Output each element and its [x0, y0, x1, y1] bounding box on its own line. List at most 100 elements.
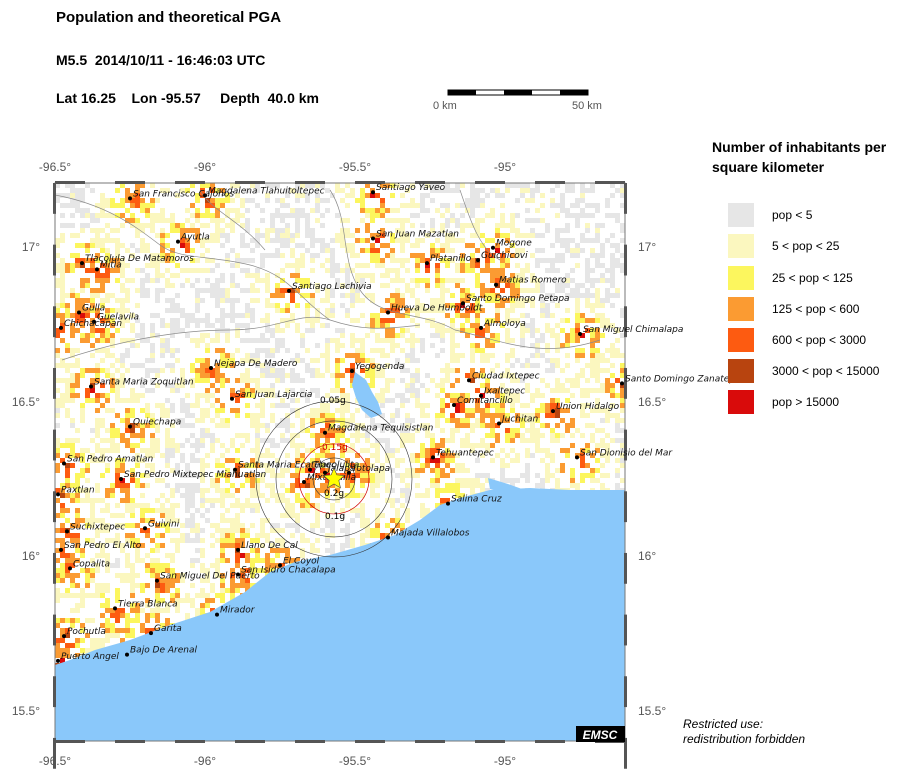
city-marker: Majada Villalobos [386, 529, 470, 540]
city-label: Santa Maria Ecatepec [238, 461, 336, 471]
city-label: San Juan Lajarcia [235, 390, 312, 400]
city-marker: San Juan Lajarcia [230, 390, 312, 401]
city-label: Magdalena Tequisistlan [328, 424, 434, 434]
event-info: M5.5 2014/10/11 - 16:46:03 UTC [56, 52, 266, 68]
city-marker: Garita [149, 624, 182, 636]
legend-item: pop < 5 [728, 203, 812, 227]
pga-label-01: 0.1g [325, 512, 345, 522]
city-marker: San Francisco Cajonos [128, 189, 234, 201]
pga-contour-01 [275, 420, 393, 538]
city-label: Magdalena Tlahuitoltepec [208, 186, 325, 196]
legend-swatch [728, 297, 754, 321]
legend-item: 3000 < pop < 15000 [728, 359, 879, 383]
lon-tick-bottom: -95.5° [339, 754, 371, 768]
city-dot-icon [302, 480, 306, 485]
laguna-tequisistlan [352, 372, 382, 418]
pga-label-015: 0.15g [322, 443, 348, 453]
city-label: Paxtlan [61, 485, 95, 495]
city-label: Bajo De Arenal [130, 646, 197, 656]
city-marker: Comitancillo [452, 396, 513, 407]
city-label: Ixaltepec [484, 387, 525, 397]
city-dot-icon [113, 606, 117, 611]
city-marker: Mogone [491, 239, 532, 250]
lat-tick-right: 15.5° [638, 704, 666, 718]
city-label: Mitla [100, 260, 122, 270]
city-dot-icon [155, 578, 159, 583]
city-dot-icon [149, 631, 153, 636]
city-dot-icon [77, 310, 81, 315]
usage-notice-line2: redistribution forbidden [683, 732, 806, 746]
city-dot-icon [479, 393, 483, 398]
city-marker: Gulla [77, 303, 105, 315]
city-marker: San Pedro El Alto [59, 541, 142, 552]
city-marker: Ixaltepec [479, 387, 525, 398]
city-marker: Tehuantepec [431, 448, 494, 460]
city-label: Guichicovi [481, 251, 528, 261]
map-title: Population and theoretical PGA [56, 9, 282, 26]
city-label: Tlacolulita [313, 461, 359, 471]
city-dot-icon [89, 384, 93, 389]
scale-end-label: 50 km [572, 100, 602, 112]
lon-tick-top: -96° [194, 160, 216, 174]
city-marker: San Pedro Mixtepec Miahuatlan [119, 470, 267, 481]
legend-swatch [728, 359, 754, 383]
city-marker: San Dionisio del Mar [575, 448, 673, 460]
city-marker: Suchixtepec [65, 522, 125, 534]
legend-item: 5 < pop < 25 [728, 234, 839, 258]
city-dot-icon [62, 461, 66, 466]
pacific-ocean [55, 488, 625, 741]
laguna-superior [488, 478, 522, 493]
city-marker: Ciudad Ixtepec [467, 371, 540, 383]
city-marker: Tlacolulita [308, 461, 359, 472]
city-dot-icon [479, 325, 483, 330]
legend-title: Number of inhabitants per square kilomet… [712, 139, 887, 175]
city-marker: San Miguel Chimalapa [578, 325, 683, 337]
city-marker: Tlacolula De Matamoros [80, 254, 194, 266]
city-marker: Chichacapan [59, 319, 122, 330]
pga-contour-02 [312, 457, 356, 501]
lat-tick-left: 16° [22, 549, 40, 563]
city-marker: Ayutla [176, 233, 210, 244]
city-marker: Santiago Lachivia [287, 282, 372, 293]
city-marker: Union Hidalgo [551, 402, 620, 414]
city-label: Santo Domingo Zanatepec [625, 374, 746, 384]
city-dot-icon [578, 332, 582, 337]
emsc-logo: EMSC [576, 726, 625, 742]
city-dot-icon [119, 476, 123, 481]
city-label: Suchixtepec [70, 522, 125, 532]
longitude-ticks-bottom: -96.5° -96° -95.5° -95° [39, 754, 516, 768]
city-dot-icon [323, 430, 327, 435]
pga-contour-015 [298, 443, 370, 515]
city-dot-icon [323, 470, 327, 475]
city-dot-icon [128, 424, 132, 429]
city-marker: Almoloya [479, 319, 526, 330]
city-label: San Isidro Chacalapa [241, 566, 336, 576]
city-marker: Mirador [215, 606, 256, 617]
city-dot-icon [62, 634, 66, 639]
lon-tick-top: -96.5° [39, 160, 71, 174]
city-label: San Francisco Cajonos [133, 189, 234, 199]
latitude-ticks-left: 17° 16.5° 16° 15.5° [12, 240, 40, 718]
city-marker: Hueva De Humboldt [386, 303, 483, 315]
lat-tick-left: 17° [22, 240, 40, 254]
city-dot-icon [287, 288, 291, 293]
city-marker: Tierra Blanca [113, 599, 178, 611]
emsc-watermark: EMSC [583, 728, 618, 742]
city-marker: Guelavila [92, 313, 139, 324]
city-label: Almoloya [483, 319, 526, 329]
legend-item: pop > 15000 [728, 390, 839, 414]
city-marker: Guivini [143, 519, 180, 531]
city-dot-icon [95, 267, 99, 272]
city-marker: San Juan Mazatlan [371, 229, 459, 241]
city-dot-icon [176, 239, 180, 244]
scale-bar [447, 89, 589, 96]
city-marker: Paxtlan [56, 485, 95, 497]
epicenter-star-icon [322, 467, 346, 489]
city-label: Tlacolula De Matamoros [85, 254, 194, 264]
city-label: Copalita [73, 559, 110, 569]
city-label: Santa Maria Zoquitlan [94, 377, 194, 387]
city-label: Santo Domingo Petapa [466, 294, 570, 304]
city-label: San Juan Mazatlan [376, 229, 459, 239]
city-dot-icon [386, 535, 390, 540]
city-dot-icon [476, 258, 480, 263]
